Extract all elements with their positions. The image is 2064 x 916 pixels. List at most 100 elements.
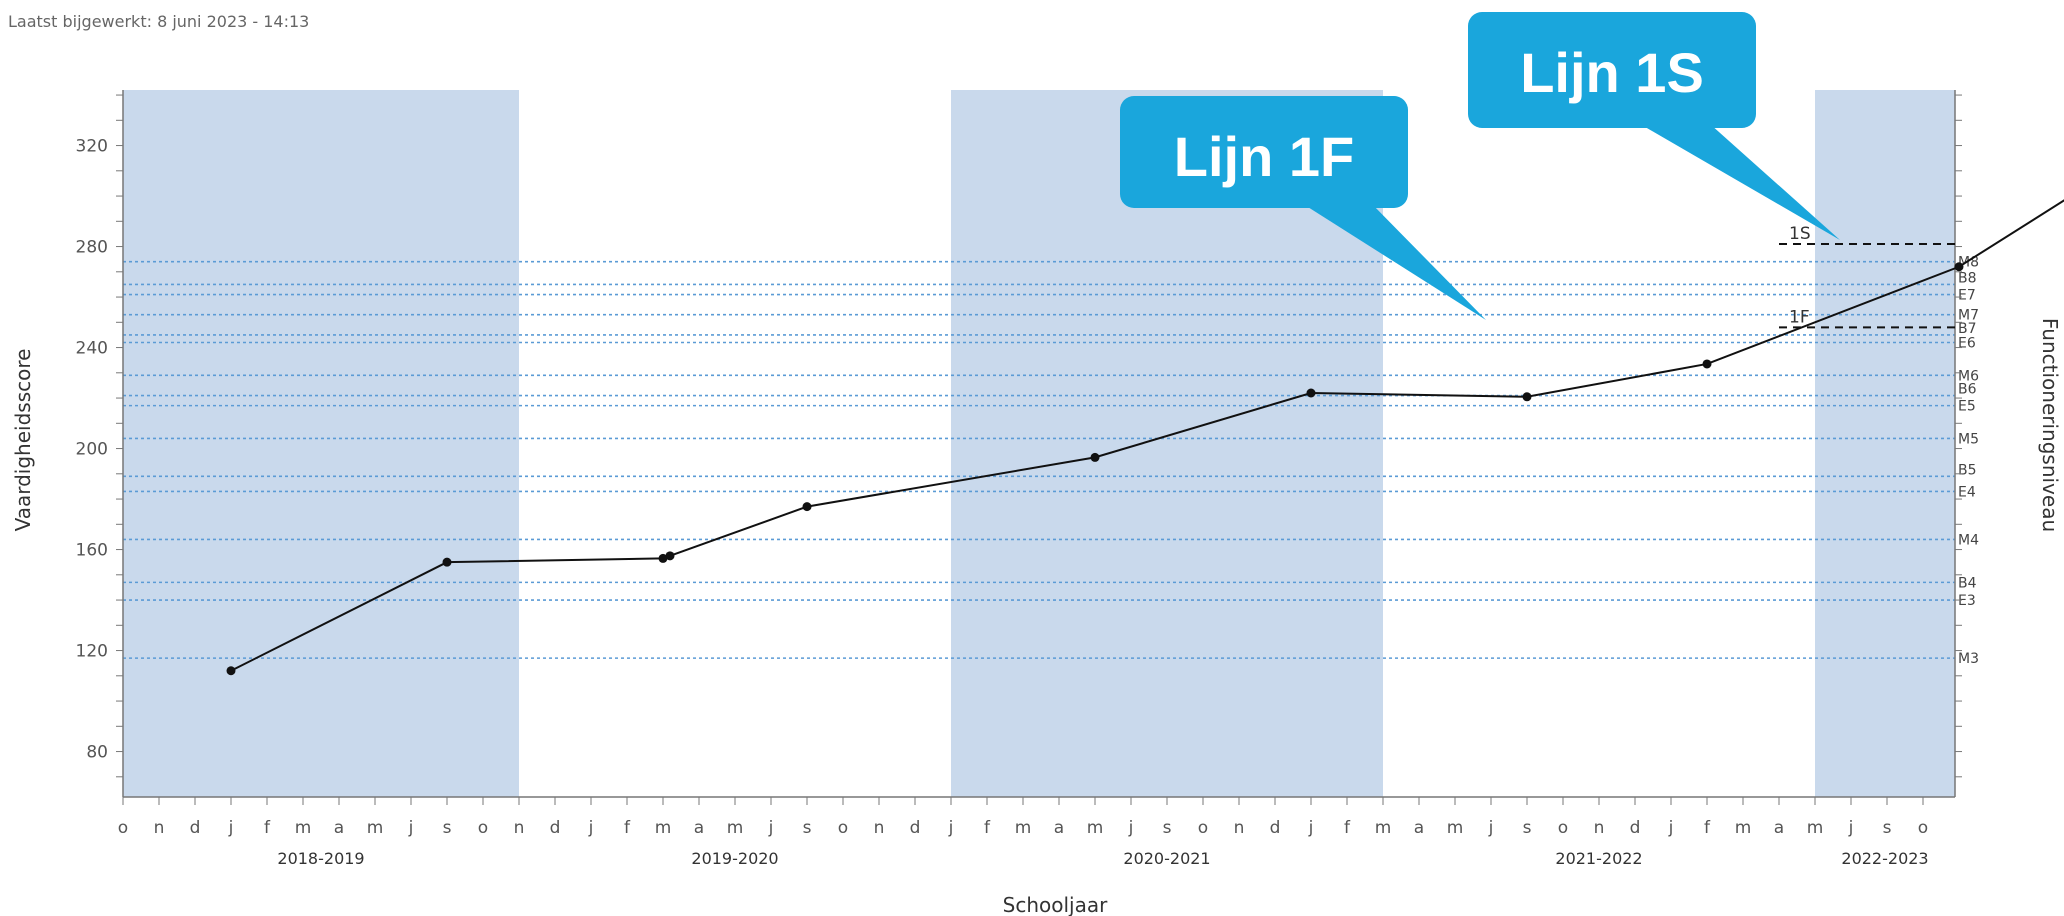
month-label: j xyxy=(1128,818,1134,838)
month-label: o xyxy=(1918,818,1928,838)
y-tick-label-160: 160 xyxy=(76,541,108,561)
month-label: m xyxy=(727,818,744,838)
data-point-3 xyxy=(665,551,675,561)
data-point-8 xyxy=(1702,359,1712,369)
month-label: s xyxy=(443,818,452,838)
y-tick-label-320: 320 xyxy=(76,137,108,157)
month-label: j xyxy=(1668,818,1674,838)
month-label: n xyxy=(154,818,165,838)
level-label-E7: E7 xyxy=(1958,288,1976,304)
year-band-2022-2023 xyxy=(1815,90,1955,797)
month-label: o xyxy=(1198,818,1208,838)
month-label: f xyxy=(624,818,631,838)
year-band-2018-2019 xyxy=(123,90,519,797)
school-year-bands xyxy=(123,90,1955,797)
month-label: s xyxy=(1163,818,1172,838)
level-label-M7: M7 xyxy=(1958,308,1979,324)
month-label: f xyxy=(984,818,991,838)
data-point-6 xyxy=(1306,388,1316,398)
month-label: j xyxy=(1308,818,1314,838)
callout-1s-box xyxy=(1468,12,1756,128)
level-label-M3: M3 xyxy=(1958,651,1979,667)
callouts: Lijn 1S Lijn 1F xyxy=(1120,12,1840,320)
month-label: s xyxy=(1883,818,1892,838)
level-label-M6: M6 xyxy=(1958,368,1979,384)
level-label-B7: B7 xyxy=(1958,321,1977,337)
level-label-M4: M4 xyxy=(1958,532,1979,548)
month-label: j xyxy=(588,818,594,838)
month-label: j xyxy=(1488,818,1494,838)
last-updated-text: Laatst bijgewerkt: 8 juni 2023 - 14:13 xyxy=(8,12,310,31)
data-point-4 xyxy=(802,502,812,512)
month-label: m xyxy=(1375,818,1392,838)
month-label: n xyxy=(1234,818,1245,838)
year-label-2020-2021: 2020-2021 xyxy=(1123,849,1210,868)
data-point-0 xyxy=(226,666,236,676)
month-label: m xyxy=(295,818,312,838)
y-tick-label-120: 120 xyxy=(76,642,108,662)
data-point-9 xyxy=(1954,262,1964,272)
month-label: o xyxy=(118,818,128,838)
level-label-E5: E5 xyxy=(1958,399,1976,415)
reference-label-1F: 1F xyxy=(1789,307,1810,327)
month-label: m xyxy=(1735,818,1752,838)
month-label: m xyxy=(1015,818,1032,838)
y-tick-label-80: 80 xyxy=(86,743,108,763)
reference-lines: 1S 1F xyxy=(1779,224,1955,329)
month-label: m xyxy=(367,818,384,838)
level-label-B6: B6 xyxy=(1958,382,1977,398)
data-point-5 xyxy=(1090,452,1100,462)
month-label: n xyxy=(874,818,885,838)
y2-axis-title: Functioneringsniveau xyxy=(2038,318,2062,532)
month-label: o xyxy=(478,818,488,838)
callout-1s: Lijn 1S xyxy=(1468,12,1840,240)
month-label: a xyxy=(1414,818,1424,838)
month-label: n xyxy=(514,818,525,838)
year-label-2021-2022: 2021-2022 xyxy=(1555,849,1642,868)
level-label-E3: E3 xyxy=(1958,593,1976,609)
month-label: a xyxy=(1774,818,1784,838)
callout-1f-label: Lijn 1F xyxy=(1174,125,1354,188)
callout-1f: Lijn 1F xyxy=(1120,96,1486,320)
month-label: j xyxy=(1848,818,1854,838)
year-label-2022-2023: 2022-2023 xyxy=(1841,849,1928,868)
level-label-E4: E4 xyxy=(1958,484,1976,500)
month-label: a xyxy=(1054,818,1064,838)
reference-label-1S: 1S xyxy=(1789,224,1811,244)
month-label: a xyxy=(694,818,704,838)
level-label-E6: E6 xyxy=(1958,336,1976,352)
month-label: f xyxy=(1704,818,1711,838)
level-label-B5: B5 xyxy=(1958,462,1977,478)
level-label-B4: B4 xyxy=(1958,575,1977,591)
data-point-7 xyxy=(1522,392,1532,402)
year-label-2019-2020: 2019-2020 xyxy=(691,849,778,868)
y-tick-label-280: 280 xyxy=(76,238,108,258)
month-label: j xyxy=(408,818,414,838)
month-label: o xyxy=(1558,818,1568,838)
month-label: j xyxy=(228,818,234,838)
callout-1s-pointer xyxy=(1640,124,1840,240)
month-label: d xyxy=(190,818,201,838)
data-series xyxy=(226,199,2064,676)
y-axis-title: Vaardigheidsscore xyxy=(11,349,35,532)
month-label: j xyxy=(768,818,774,838)
x-axis-title: Schooljaar xyxy=(1003,893,1108,916)
month-label: d xyxy=(910,818,921,838)
y-tick-label-200: 200 xyxy=(76,440,108,460)
month-label: s xyxy=(803,818,812,838)
year-label-2018-2019: 2018-2019 xyxy=(277,849,364,868)
data-point-2 xyxy=(658,553,668,563)
month-label: m xyxy=(655,818,672,838)
month-label: d xyxy=(1630,818,1641,838)
level-label-M5: M5 xyxy=(1958,431,1979,447)
y-tick-label-240: 240 xyxy=(76,339,108,359)
month-label: m xyxy=(1087,818,1104,838)
month-label: d xyxy=(1270,818,1281,838)
axes: 2018-2019 2019-2020 2020-2021 2021-2022 2022… xyxy=(76,90,1962,868)
callout-1s-label: Lijn 1S xyxy=(1520,41,1704,104)
month-label: n xyxy=(1594,818,1605,838)
month-label: j xyxy=(948,818,954,838)
month-label: f xyxy=(1344,818,1351,838)
month-label: s xyxy=(1523,818,1532,838)
